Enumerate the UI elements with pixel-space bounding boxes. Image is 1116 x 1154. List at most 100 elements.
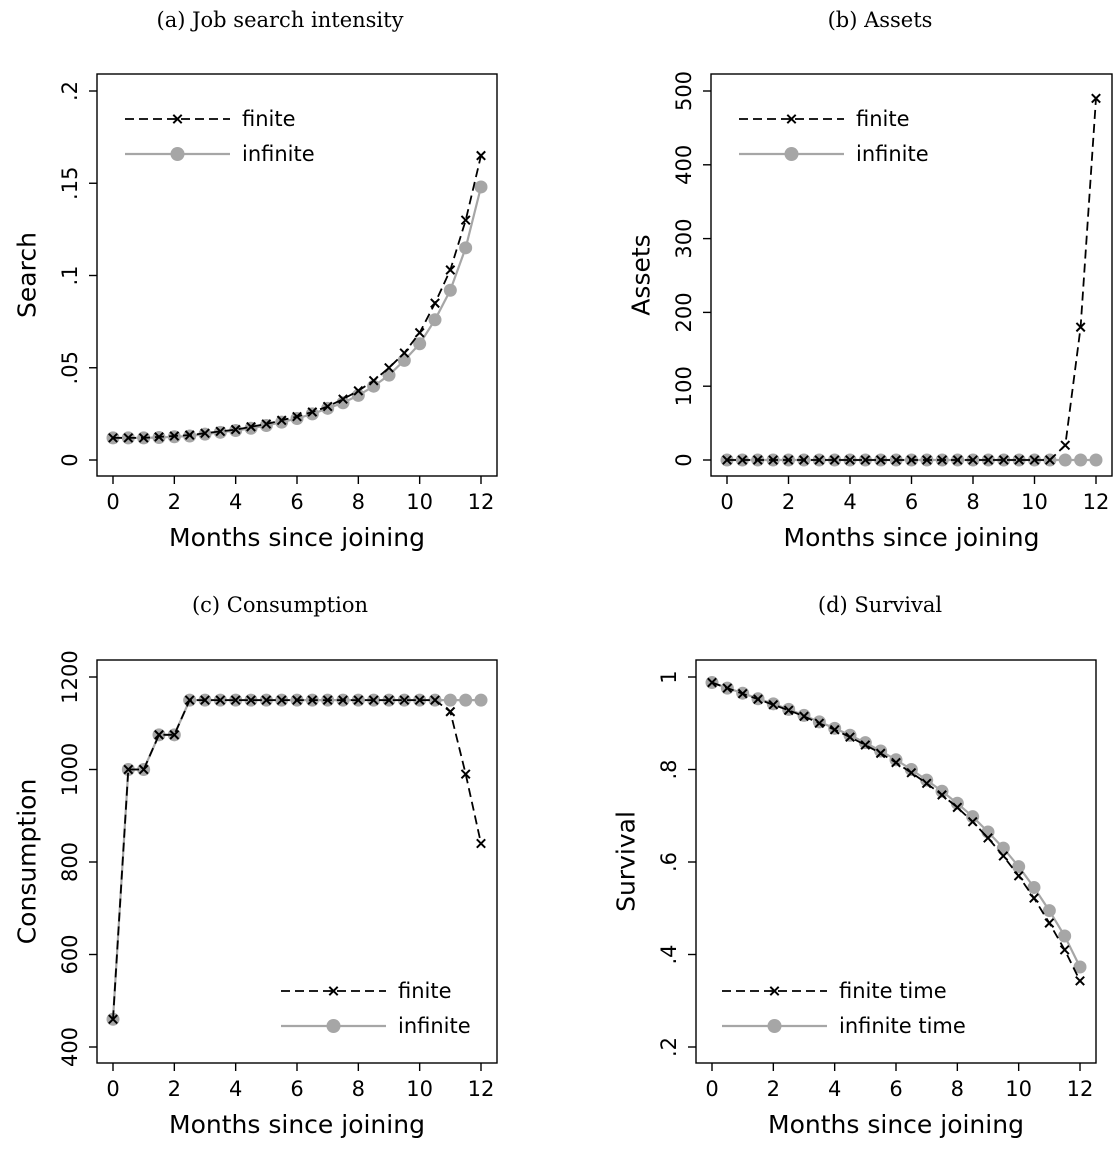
data-point: [952, 802, 963, 813]
y-tick-label: .15: [58, 167, 82, 200]
data-point: [430, 298, 440, 309]
data-point: [1044, 918, 1055, 928]
x-tick-label: 12: [1067, 1077, 1094, 1101]
data-point: [169, 431, 180, 441]
x-tick-label: 6: [905, 490, 918, 514]
legend-label: infinite time: [839, 1014, 966, 1038]
data-point: [875, 455, 886, 465]
series-infinite-time: [705, 676, 1087, 974]
data-point: [983, 833, 993, 843]
data-point: [322, 401, 333, 412]
data-point: [891, 455, 902, 465]
y-tick-label: 400: [58, 1027, 82, 1067]
legend-marker: [170, 147, 185, 161]
data-point: [1060, 440, 1071, 451]
panel-b: (b) Assets 0 2 4 6 8 10 12 0 100 200 300 400 500 Month…: [627, 8, 1113, 552]
data-point: [169, 729, 180, 740]
data-point: [935, 784, 949, 798]
data-point: [336, 396, 350, 410]
data-point: [1027, 880, 1041, 894]
data-point: [261, 695, 272, 706]
data-point: [321, 401, 335, 415]
data-point: [460, 215, 471, 226]
data-point: [246, 421, 256, 432]
data-point: [843, 728, 857, 742]
y-tick-label: 0: [672, 453, 696, 466]
data-point: [430, 695, 440, 706]
x-tick-label: 10: [406, 490, 433, 514]
data-point: [397, 353, 411, 367]
legend-label: infinite: [856, 142, 929, 166]
data-point: [368, 375, 379, 386]
legend-marker: [767, 1019, 782, 1033]
data-point: [1012, 860, 1026, 874]
y-tick-label: 1000: [58, 743, 82, 796]
legend-label: finite: [398, 979, 452, 1003]
data-point: [1073, 960, 1087, 974]
data-point: [399, 695, 410, 706]
data-point: [1091, 93, 1101, 104]
data-point: [737, 688, 748, 699]
data-point: [246, 695, 256, 706]
y-tick-label: 100: [672, 366, 696, 406]
plot-frame: [710, 73, 1113, 477]
y-tick-label: 800: [58, 842, 82, 882]
data-point: [292, 411, 302, 422]
data-point: [307, 695, 318, 706]
data-point: [351, 388, 365, 402]
y-tick-label: 0: [58, 453, 82, 466]
data-point: [967, 816, 978, 827]
legend-label: finite: [856, 107, 910, 131]
x-tick-label: 8: [966, 490, 979, 514]
data-point: [353, 385, 364, 396]
panel-d: (d) Survival 0 2 4 6 8 10 12 .2 .4 .6 .8 1 Months sin…: [612, 593, 1097, 1139]
legend-marker: [172, 114, 183, 124]
x-tick-label: 0: [106, 1077, 119, 1101]
y-tick-label: .2: [58, 81, 82, 101]
data-point: [753, 694, 763, 705]
data-point: [707, 677, 717, 688]
x-tick-label: 8: [352, 1077, 365, 1101]
x-tick-label: 10: [1005, 1077, 1032, 1101]
data-point: [983, 455, 994, 465]
data-point: [1075, 975, 1085, 986]
panel-a: (a) Job search intensity 0 2 4 6 8 10 12 0 .05 .1.…: [13, 8, 498, 552]
data-point: [215, 426, 226, 437]
legend: finite time infinite time: [722, 979, 966, 1038]
x-tick-label: 2: [767, 1077, 780, 1101]
data-point: [154, 729, 164, 740]
series-line: [711, 681, 1081, 968]
data-point: [783, 705, 794, 716]
data-point: [123, 432, 134, 443]
y-axis-label: Assets: [627, 234, 656, 315]
y-tick-label: 1: [657, 670, 681, 683]
data-point: [384, 362, 394, 373]
x-tick-label: 2: [168, 490, 181, 514]
data-point: [998, 455, 1009, 465]
x-tick-label: 0: [705, 1077, 718, 1101]
y-tick-label: .05: [58, 351, 82, 384]
data-point: [1014, 455, 1025, 465]
data-point: [1058, 453, 1072, 467]
series-line: [111, 699, 481, 1020]
data-point: [1029, 893, 1039, 903]
data-point: [460, 769, 471, 780]
series-infinite: [106, 180, 488, 445]
data-point: [952, 455, 963, 465]
legend-label: infinite: [398, 1014, 471, 1038]
data-point: [138, 432, 149, 443]
y-axis-label: Survival: [612, 811, 641, 912]
data-point: [338, 394, 348, 405]
y-axis-label: Consumption: [13, 779, 42, 945]
legend: finite infinite: [125, 107, 315, 166]
x-axis-label: Months since joining: [784, 523, 1040, 552]
x-tick-label: 4: [843, 490, 856, 514]
data-point: [428, 313, 442, 327]
data-point: [860, 455, 871, 465]
data-point: [845, 732, 855, 743]
data-point: [768, 699, 779, 710]
data-point: [476, 838, 486, 849]
data-point: [814, 718, 825, 729]
panel-c: (c) Consumption 0 2 4 6 8 10 12 400 600 800 1000 120…: [13, 593, 498, 1139]
data-point: [799, 711, 809, 722]
